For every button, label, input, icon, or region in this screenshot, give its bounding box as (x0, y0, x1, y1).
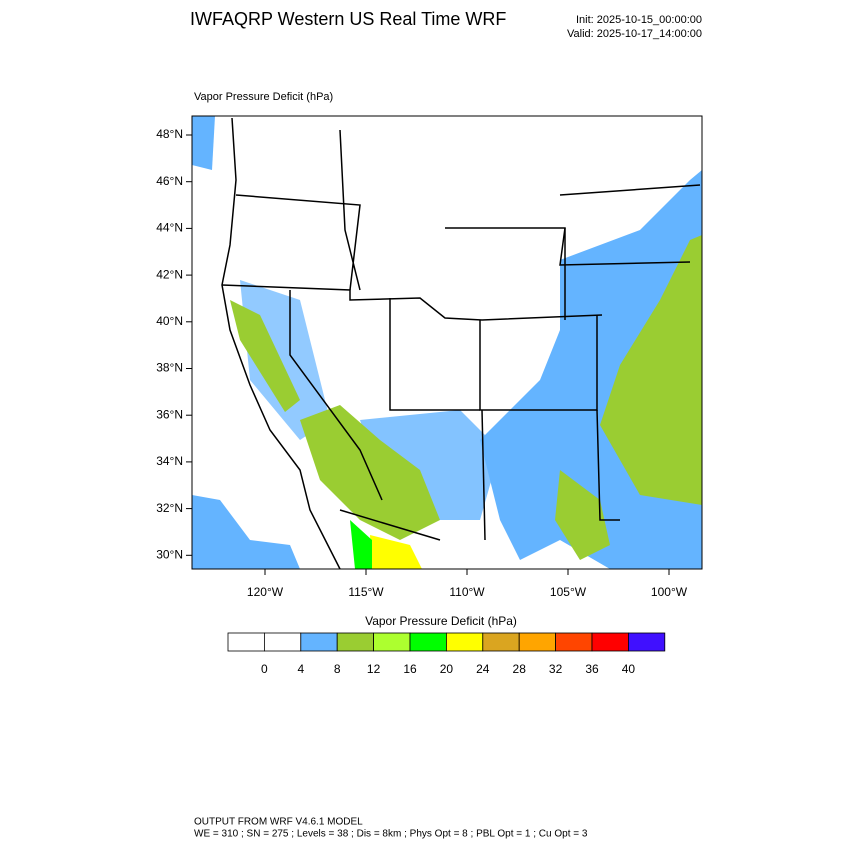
valid-time: Valid: 2025-10-17_14:00:00 (567, 28, 702, 40)
colorbar-box (482, 632, 520, 652)
colorbar-box (555, 632, 593, 652)
colorbar-title: Vapor Pressure Deficit (hPa) (365, 614, 517, 628)
lon-label: 115°W (348, 585, 384, 599)
lon-label: 110°W (449, 585, 485, 599)
colorbar-label: 24 (476, 662, 490, 676)
colorbar-label: 32 (549, 662, 563, 676)
lat-label: 30°N (156, 547, 183, 561)
colorbar-box (227, 632, 265, 652)
colorbar-label: 4 (297, 662, 304, 676)
map-title: Vapor Pressure Deficit (hPa) (194, 91, 333, 103)
colorbar-box (628, 632, 666, 652)
colorbar-box (445, 632, 484, 652)
colorbar-label: 40 (622, 662, 636, 676)
page-title: IWFAQRP Western US Real Time WRF (190, 9, 506, 29)
footer-line: WE = 310 ; SN = 275 ; Levels = 38 ; Dis … (194, 829, 588, 840)
lat-label: 36°N (156, 407, 183, 421)
lat-label: 48°N (156, 127, 183, 141)
colorbar-box (409, 632, 447, 652)
map (191, 115, 703, 570)
colorbar-box (336, 632, 375, 652)
colorbar-box (373, 632, 411, 652)
colorbar-label: 20 (440, 662, 454, 676)
lat-label: 32°N (156, 501, 183, 515)
colorbar-label: 36 (585, 662, 599, 676)
colorbar-label: 0 (261, 662, 268, 676)
colorbar-box (300, 632, 338, 652)
lat-label: 38°N (156, 361, 183, 375)
lat-label: 44°N (156, 221, 183, 235)
lon-label: 100°W (651, 585, 688, 599)
lon-label: 105°W (550, 585, 587, 599)
colorbar-label: 8 (334, 662, 341, 676)
lon-label: 120°W (247, 585, 284, 599)
colorbar-label: 16 (403, 662, 417, 676)
lat-label: 42°N (156, 267, 183, 281)
lat-label: 46°N (156, 174, 183, 188)
colorbar-box (263, 632, 302, 652)
colorbar-box (518, 632, 557, 652)
footer-line: OUTPUT FROM WRF V4.6.1 MODEL (194, 817, 363, 828)
init-time: Init: 2025-10-15_00:00:00 (576, 14, 702, 26)
colorbar-box (591, 632, 629, 652)
colorbar-label: 12 (367, 662, 381, 676)
lat-label: 40°N (156, 314, 183, 328)
lat-label: 34°N (156, 454, 183, 468)
colorbar-label: 28 (513, 662, 527, 676)
colorbar: Vapor Pressure Deficit (hPa) (365, 614, 517, 628)
